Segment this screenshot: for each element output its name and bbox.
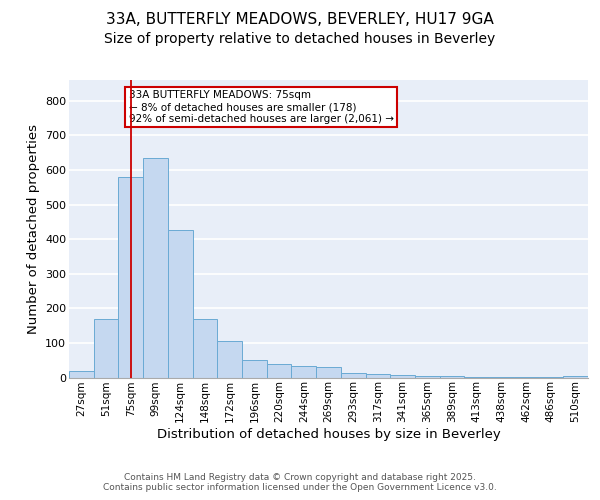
Text: 33A, BUTTERFLY MEADOWS, BEVERLEY, HU17 9GA: 33A, BUTTERFLY MEADOWS, BEVERLEY, HU17 9… [106,12,494,28]
Bar [143,158,168,378]
Bar [292,366,316,378]
Bar [464,377,489,378]
Bar [489,377,514,378]
X-axis label: Distribution of detached houses by size in Beverley: Distribution of detached houses by size … [157,428,500,441]
Bar [118,177,143,378]
Bar [168,230,193,378]
Text: Size of property relative to detached houses in Beverley: Size of property relative to detached ho… [104,32,496,46]
Bar [563,376,588,378]
Bar [316,367,341,378]
Bar [193,318,217,378]
Bar [94,320,118,378]
Y-axis label: Number of detached properties: Number of detached properties [26,124,40,334]
Bar [440,376,464,378]
Text: 33A BUTTERFLY MEADOWS: 75sqm
← 8% of detached houses are smaller (178)
92% of se: 33A BUTTERFLY MEADOWS: 75sqm ← 8% of det… [128,90,394,124]
Bar [390,374,415,378]
Bar [217,341,242,378]
Bar [415,376,440,378]
Bar [267,364,292,378]
Bar [365,374,390,378]
Bar [242,360,267,378]
Bar [69,370,94,378]
Bar [341,372,365,378]
Text: Contains HM Land Registry data © Crown copyright and database right 2025.
Contai: Contains HM Land Registry data © Crown c… [103,473,497,492]
